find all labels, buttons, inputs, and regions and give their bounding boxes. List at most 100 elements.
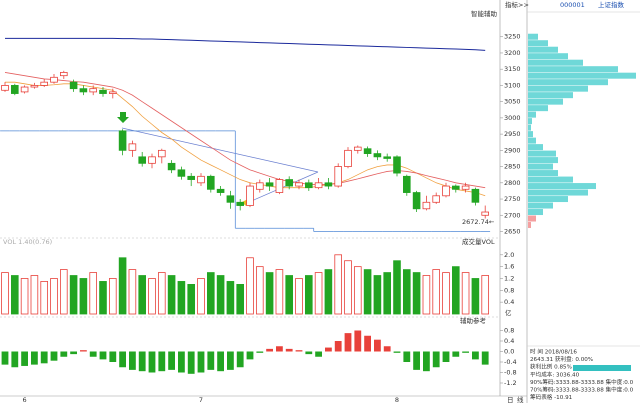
candle-body <box>197 175 205 184</box>
chip-bar <box>528 131 533 138</box>
assist-bar <box>442 351 450 362</box>
y-tick-label: 0.8 <box>504 327 514 335</box>
candle-body <box>461 185 470 190</box>
chip-bar <box>528 79 608 86</box>
candle-body <box>383 156 391 159</box>
candle-body <box>255 182 264 190</box>
candle-body <box>69 81 78 90</box>
assist-bar <box>31 351 38 365</box>
volume-bar <box>206 272 215 315</box>
assist-bar <box>383 346 391 352</box>
assist-bar <box>227 351 234 370</box>
candle-body <box>393 156 401 174</box>
volume-bar <box>177 281 186 315</box>
period-button[interactable]: 线 <box>517 395 524 403</box>
assist-bar <box>305 351 313 355</box>
volume-bar <box>60 269 68 315</box>
assist-bar <box>344 333 352 352</box>
y-tick-label: 0.8 <box>504 286 514 294</box>
volume-bar <box>167 275 176 315</box>
volume-bar <box>265 272 274 315</box>
y-tick-label: 2950 <box>504 130 521 138</box>
volume-bar <box>334 254 342 315</box>
candle-body <box>442 185 450 197</box>
chip-bar <box>528 66 618 73</box>
candle-body <box>402 175 411 193</box>
chip-bar <box>528 202 553 209</box>
volume-bar <box>393 260 401 315</box>
assist-bar <box>325 347 332 352</box>
chip-bar <box>528 176 573 183</box>
candle-body <box>285 179 293 187</box>
volume-bar <box>304 275 313 315</box>
indicator-button[interactable]: 指标>> <box>505 0 529 9</box>
assist-bar <box>374 339 381 352</box>
volume-bar <box>353 266 362 315</box>
x-tick-label: 8 <box>395 396 399 403</box>
assist-bar <box>364 335 371 352</box>
assist-bar <box>472 351 479 360</box>
assist-bar <box>99 351 107 360</box>
profit-bar <box>573 365 631 371</box>
assist-bar <box>178 351 185 373</box>
volume-bar <box>138 275 147 315</box>
candle-body <box>167 162 176 171</box>
y-tick-label: 3050 <box>504 98 521 106</box>
chip-bar <box>528 59 583 66</box>
candle-body <box>295 182 303 187</box>
info-line: 70%筹码:3333.88-3333.88 集中度:0.0 <box>530 386 634 394</box>
candle-body <box>109 91 117 94</box>
assist-bar <box>11 351 19 368</box>
candle-body <box>275 179 284 193</box>
candle-body <box>60 72 68 77</box>
chip-bar <box>528 105 548 112</box>
y-tick-label: 0.0 <box>504 348 514 356</box>
assist-bar <box>256 351 264 353</box>
stock-name: 上证指数 <box>598 0 625 9</box>
y-tick-label: 3150 <box>504 65 521 73</box>
y-tick-label: 3250 <box>504 33 521 41</box>
candle-body <box>1 85 9 91</box>
assist-bar <box>138 351 146 372</box>
info-line: 2643.31 获利盘: 0.00% <box>530 355 593 363</box>
candle-body <box>481 211 489 216</box>
candle-body <box>50 76 58 83</box>
y-tick-label: -1.2 <box>504 379 517 387</box>
y-tick-label: 2800 <box>504 179 521 187</box>
chip-bar <box>528 53 568 60</box>
y-tick-label: 0.4 <box>504 337 514 345</box>
assist-bar <box>217 351 224 372</box>
volume-bar <box>451 266 460 315</box>
chip-bar <box>528 209 543 216</box>
assist-bar <box>295 350 303 352</box>
assist-bar <box>207 351 215 370</box>
assist-bar <box>1 351 9 365</box>
info-line: 90%筹码:3333.88-3333.88 集中度:0.0 <box>530 378 634 386</box>
assist-bar <box>158 351 166 372</box>
assist-bar <box>334 341 342 352</box>
y-tick-label: 2850 <box>504 163 521 171</box>
period-button[interactable]: 日 <box>507 396 514 403</box>
candle-body <box>206 175 215 190</box>
candle-body <box>138 156 147 164</box>
volume-bar <box>432 269 440 315</box>
volume-bar <box>197 278 205 315</box>
candle-body <box>412 192 421 210</box>
volume-bar <box>226 281 235 315</box>
volume-bar <box>79 278 88 315</box>
chip-bar <box>528 85 588 92</box>
assist-bar <box>432 351 440 368</box>
candle-body <box>246 185 254 206</box>
chip-bar <box>528 92 573 99</box>
assist-bar <box>148 351 156 373</box>
candle-body <box>353 146 362 151</box>
volume-bar <box>89 272 98 315</box>
ma-line <box>4 72 486 189</box>
candle-body <box>324 182 333 187</box>
chip-bar <box>528 150 556 157</box>
candle-body <box>79 88 88 93</box>
candle-body <box>157 149 166 158</box>
volume-bar <box>50 278 58 315</box>
volume-bar <box>128 269 137 315</box>
